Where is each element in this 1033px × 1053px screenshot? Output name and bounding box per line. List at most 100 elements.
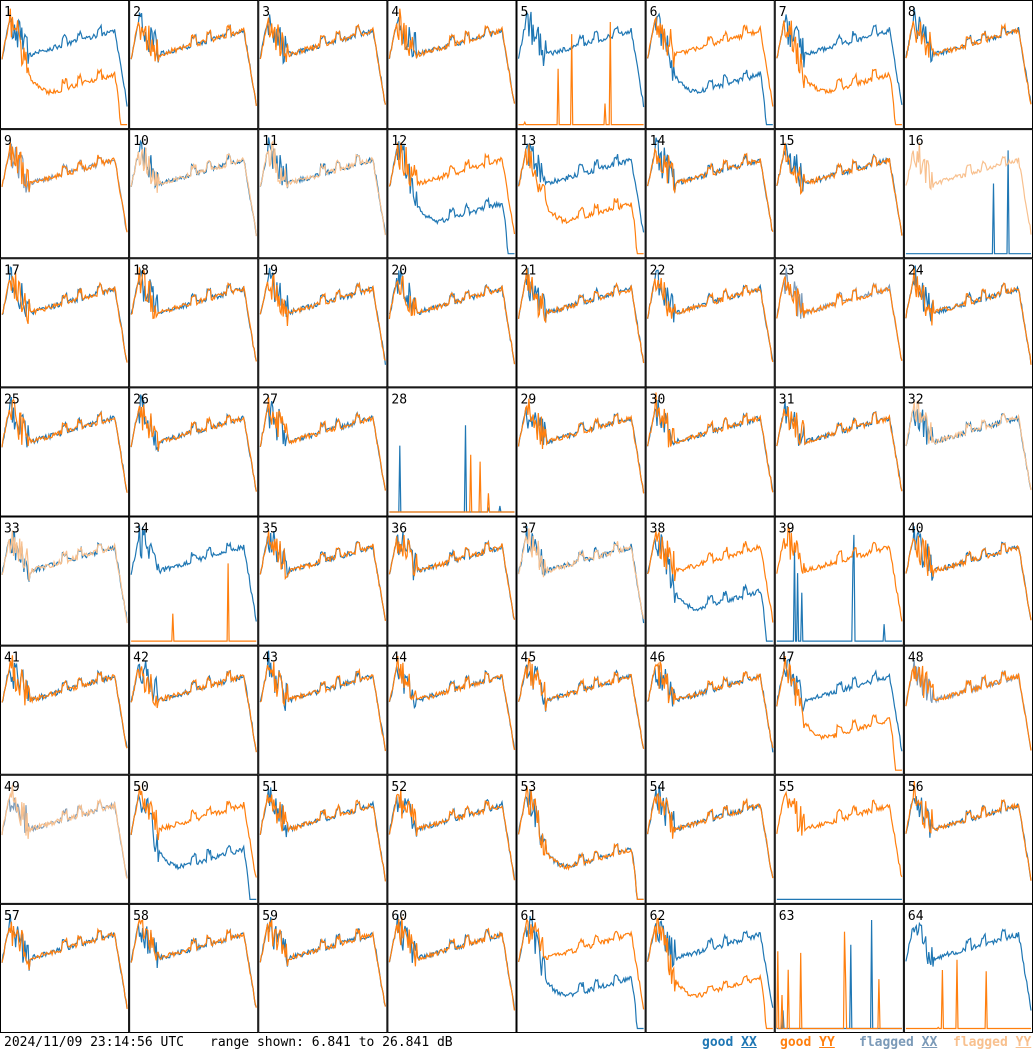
panel-label: 34 xyxy=(133,522,149,537)
panel-frame xyxy=(0,903,130,1033)
series-flagged-xx-line xyxy=(905,659,1032,751)
panel-27: 27 xyxy=(258,387,388,517)
legend-good-xx: good XX xyxy=(702,1035,757,1051)
panel-25: 25 xyxy=(0,387,130,517)
series-good-yy-line xyxy=(905,665,1032,751)
panel-17: 17 xyxy=(0,258,130,388)
panel-label: 64 xyxy=(908,909,924,924)
series-good-yy-line xyxy=(1,921,128,1009)
series-good-yy-line xyxy=(647,147,774,232)
panel-label: 14 xyxy=(650,134,666,149)
series-good-yy-line xyxy=(131,563,257,642)
series-good-xx-line xyxy=(647,269,774,362)
panel-label: 9 xyxy=(4,134,12,149)
panel-12: 12 xyxy=(387,129,517,259)
panel-label: 53 xyxy=(521,780,537,795)
panel-label: 28 xyxy=(391,392,407,407)
series-good-xx-line xyxy=(517,664,645,749)
series-good-xx-line xyxy=(1,17,128,107)
panel-3: 3 xyxy=(258,0,388,130)
series-good-yy-line xyxy=(647,661,774,748)
series-good-xx-line xyxy=(905,7,1032,104)
panel-5: 5 xyxy=(516,0,646,130)
panel-label: 26 xyxy=(133,392,149,407)
panel-label: 59 xyxy=(262,909,278,924)
panel-label: 62 xyxy=(650,909,666,924)
series-good-xx-line xyxy=(905,921,1032,1011)
panel-label: 35 xyxy=(262,522,278,537)
panel-frame xyxy=(774,516,904,646)
panel-label: 5 xyxy=(521,5,529,20)
panel-frame xyxy=(774,258,904,388)
series-good-xx-line xyxy=(259,917,386,1007)
panel-label: 15 xyxy=(779,134,795,149)
panel-45: 45 xyxy=(516,645,646,775)
series-good-yy-line xyxy=(130,666,257,753)
panel-label: 6 xyxy=(650,5,658,20)
series-good-xx-line xyxy=(647,534,773,642)
panel-44: 44 xyxy=(387,645,517,775)
panel-frame xyxy=(645,903,775,1033)
series-good-yy-line xyxy=(776,142,903,236)
panel-13: 13 xyxy=(516,129,646,259)
panel-frame xyxy=(258,387,388,517)
panel-frame xyxy=(645,129,775,259)
series-good-xx-line xyxy=(517,11,645,108)
panel-frame xyxy=(774,645,904,775)
panel-frame xyxy=(903,129,1033,259)
legend-flagged-yy: flagged YY xyxy=(953,1035,1031,1051)
panel-frame xyxy=(129,0,259,130)
series-good-yy-line xyxy=(647,530,774,623)
panel-frame xyxy=(645,258,775,388)
panel-43: 43 xyxy=(258,645,388,775)
legend-good-xx-pol: XX xyxy=(741,1035,757,1050)
series-good-xx-line xyxy=(1,265,128,363)
series-good-xx-line xyxy=(647,12,773,126)
panel-label: 56 xyxy=(908,780,924,795)
series-good-yy-line xyxy=(905,267,1032,365)
panel-label: 46 xyxy=(650,651,666,666)
panel-51: 51 xyxy=(258,774,388,904)
panel-frame xyxy=(903,258,1033,388)
series-good-yy-line xyxy=(517,267,645,364)
series-good-xx-line xyxy=(647,137,774,232)
panel-frame xyxy=(645,516,775,646)
series-good-xx-line xyxy=(776,919,902,1030)
series-good-yy-line xyxy=(388,142,516,235)
panel-label: 27 xyxy=(262,392,278,407)
panel-frame xyxy=(0,129,130,259)
panel-frame xyxy=(258,774,388,904)
series-good-xx-line xyxy=(259,787,386,881)
panel-frame xyxy=(258,903,388,1033)
panel-frame xyxy=(774,387,904,517)
panel-29: 29 xyxy=(516,387,646,517)
series-good-yy-line xyxy=(517,398,645,494)
panel-53: 53 xyxy=(516,774,646,904)
series-good-yy-line xyxy=(388,917,516,1011)
panel-label: 55 xyxy=(779,780,795,795)
panel-32: 32 xyxy=(903,387,1033,517)
series-good-yy-line xyxy=(517,785,644,900)
panel-frame xyxy=(774,903,904,1033)
panel-label: 12 xyxy=(391,134,407,149)
panel-frame xyxy=(645,0,775,130)
panel-24: 24 xyxy=(903,258,1033,388)
series-flagged-yy-line xyxy=(130,147,257,237)
panel-61: 61 xyxy=(516,903,646,1033)
panel-9: 9 xyxy=(0,129,130,259)
panel-frame xyxy=(774,774,904,904)
series-good-yy-line xyxy=(776,20,902,126)
panel-label: 37 xyxy=(521,522,537,537)
panel-frame xyxy=(258,516,388,646)
panel-frame xyxy=(0,0,130,130)
series-good-xx-line xyxy=(517,142,645,233)
series-good-xx-line xyxy=(1,396,128,493)
series-good-yy-line xyxy=(388,8,516,104)
series-good-xx-line xyxy=(517,915,644,1030)
panel-26: 26 xyxy=(129,387,259,517)
panel-frame xyxy=(0,645,130,775)
series-good-xx-line xyxy=(647,400,774,492)
panel-49: 49 xyxy=(0,774,130,904)
series-good-xx-line xyxy=(647,920,774,1008)
panel-label: 61 xyxy=(521,909,537,924)
